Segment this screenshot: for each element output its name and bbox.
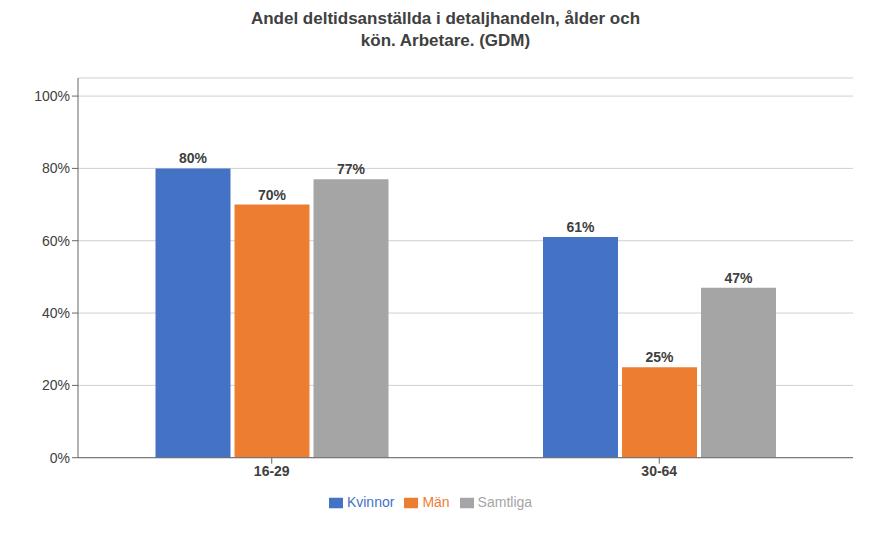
svg-text:100%: 100% <box>34 88 70 104</box>
html-text:Samtliga: Samtliga <box>477 493 533 510</box>
svg-text:20%: 20% <box>42 377 70 393</box>
html-text:Män: Män <box>422 493 450 510</box>
html-text:Kvinnor: Kvinnor <box>346 493 395 510</box>
svg-text:80%: 80% <box>179 150 208 166</box>
svg-text:40%: 40% <box>42 305 70 321</box>
svg-text:0%: 0% <box>50 450 70 466</box>
svg-text:30-64: 30-64 <box>641 463 677 479</box>
svg-text:47%: 47% <box>724 270 753 286</box>
html-text:Andel deltidsanställda i detal: Andel deltidsanställda i detaljhandeln, … <box>250 9 641 28</box>
html-text:kön. Arbetare. (GDM): kön. Arbetare. (GDM) <box>360 31 531 50</box>
svg-text:25%: 25% <box>645 349 674 365</box>
svg-text:60%: 60% <box>42 233 70 249</box>
svg-text:70%: 70% <box>258 187 287 203</box>
svg-text:77%: 77% <box>337 161 366 177</box>
svg-text:61%: 61% <box>566 219 595 235</box>
svg-text:16-29: 16-29 <box>254 463 290 479</box>
svg-text:80%: 80% <box>42 160 70 176</box>
